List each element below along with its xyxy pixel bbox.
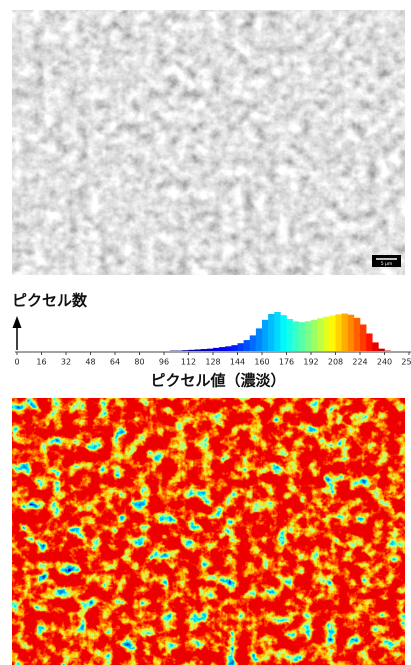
x-tick-label: 80	[134, 358, 144, 367]
histogram-bar	[336, 314, 342, 351]
histogram-bar	[348, 315, 354, 351]
histogram-bar	[268, 314, 274, 351]
x-tick-label: 16	[36, 358, 46, 367]
histogram-bar	[360, 324, 366, 351]
histogram-bar	[262, 320, 268, 351]
x-tick-label: 256	[401, 358, 411, 367]
x-tick-label: 176	[279, 358, 294, 367]
histogram-bar	[354, 318, 360, 351]
x-tick-label: 48	[85, 358, 95, 367]
x-tick-label: 208	[328, 358, 343, 367]
x-tick-label: 160	[254, 358, 269, 367]
x-axis-label: ピクセル値（濃淡）	[150, 372, 285, 390]
x-tick-label: 112	[181, 358, 196, 367]
histogram-bar	[305, 321, 311, 351]
histogram-bar	[317, 318, 323, 351]
histogram-bar	[213, 348, 219, 351]
histogram-bar	[250, 335, 256, 351]
histogram-bar	[293, 321, 299, 351]
x-tick-label: 0	[14, 358, 19, 367]
micrograph	[12, 10, 405, 275]
histogram-bar	[256, 328, 262, 351]
histogram-bar	[231, 345, 237, 351]
histogram-bar	[244, 340, 250, 351]
histogram-bar	[207, 349, 213, 351]
x-tick-label: 240	[377, 358, 392, 367]
histogram-bar	[274, 312, 280, 351]
histogram-bar	[372, 342, 378, 351]
false-color-image	[12, 398, 405, 665]
histogram-bar	[219, 347, 225, 351]
x-tick-label: 224	[352, 358, 367, 367]
histogram-bar	[378, 349, 384, 351]
scale-bar-label: 5 μm	[381, 261, 393, 267]
histogram-bar	[342, 314, 348, 351]
x-tick-label: 96	[159, 358, 169, 367]
histogram-bar	[323, 317, 329, 351]
histogram-bar	[238, 343, 244, 351]
histogram-bar	[299, 322, 305, 351]
histogram-bar	[195, 349, 201, 351]
histogram-bar	[329, 316, 335, 351]
histogram-bar	[201, 349, 207, 351]
x-tick-label: 128	[205, 358, 220, 367]
x-tick-label: 32	[61, 358, 71, 367]
histogram-bar	[287, 319, 293, 351]
figure: 5 μm ピクセル数 ピクセル値（濃淡） 0 16 32 48 64 80 96 112 128…	[0, 0, 411, 665]
page: 5 μm ピクセル数 ピクセル値（濃淡） 0 16 32 48 64 80 96 112 128…	[0, 0, 411, 665]
histogram-bar	[280, 315, 286, 351]
histogram-bar	[311, 320, 317, 351]
y-axis-label: ピクセル数	[12, 292, 88, 310]
x-tick-label: 192	[303, 358, 318, 367]
histogram-bar	[189, 350, 195, 351]
histogram-bar	[366, 333, 372, 351]
x-tick-label: 64	[110, 358, 120, 367]
histogram-bar	[225, 346, 231, 351]
histogram-bar	[182, 350, 188, 351]
x-tick-label: 144	[230, 358, 245, 367]
